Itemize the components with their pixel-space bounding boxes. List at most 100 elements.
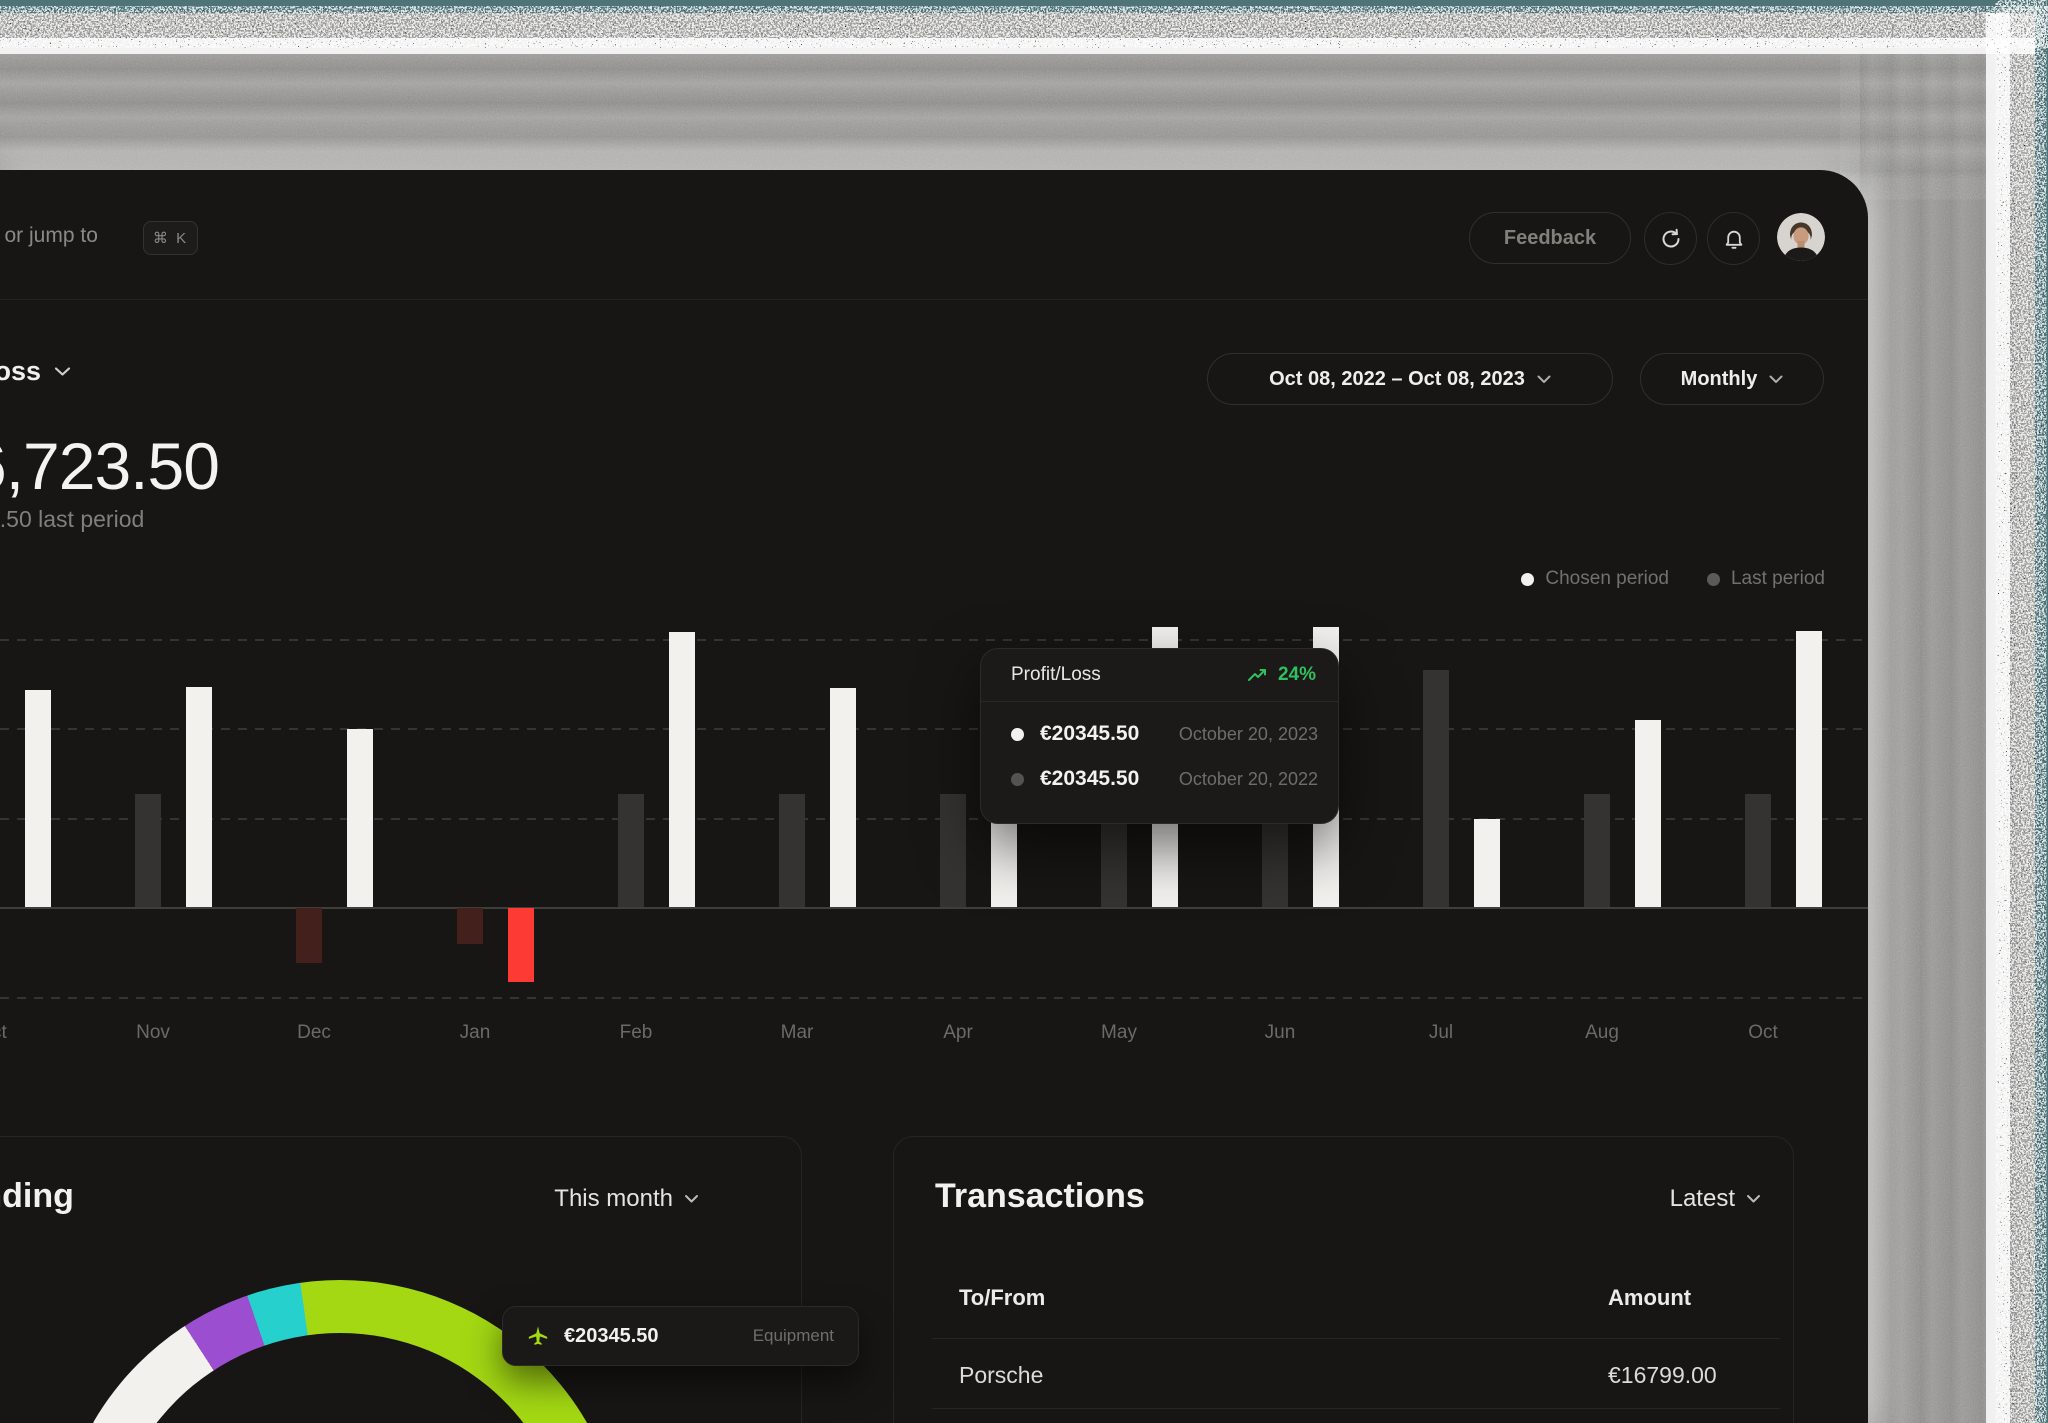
last-period-bar[interactable] xyxy=(296,908,322,963)
chevron-down-icon xyxy=(1746,1194,1761,1204)
chosen-period-bar[interactable] xyxy=(830,688,856,907)
x-axis-label: Apr xyxy=(943,1022,973,1043)
bell-icon xyxy=(1722,227,1746,251)
spending-tooltip: €20345.50 Equipment xyxy=(502,1306,859,1366)
tooltip-rows: €20345.50 October 20, 2023 €20345.50 Octobe… xyxy=(981,702,1338,791)
last-period-bar[interactable] xyxy=(1745,794,1771,907)
tooltip-trend: 24% xyxy=(1247,664,1316,686)
last-period-bar[interactable] xyxy=(1584,794,1610,907)
last-period-total: 8.50 last period xyxy=(0,506,145,532)
gridline xyxy=(0,818,1868,820)
gridline xyxy=(0,728,1868,730)
spending-tooltip-amount: €20345.50 xyxy=(564,1324,659,1347)
last-period-dot xyxy=(1706,572,1720,586)
keyboard-shortcut-badge: ⌘ K xyxy=(143,221,198,255)
chosen-period-bar[interactable] xyxy=(508,908,534,982)
airplane-icon xyxy=(527,1325,549,1347)
chart-tooltip-header: Profit/Loss 24% xyxy=(981,649,1338,702)
transaction-to-from: Porsche xyxy=(959,1362,1044,1388)
tooltip-row: €20345.50 October 20, 2023 xyxy=(1011,722,1318,746)
chosen-period-bar[interactable] xyxy=(1474,819,1500,907)
transactions-title: Transactions xyxy=(935,1177,1145,1215)
last-period-bar[interactable] xyxy=(779,794,805,907)
x-axis-label: Oct xyxy=(1748,1022,1778,1043)
last-period-bar[interactable] xyxy=(940,794,966,907)
tooltip-date: October 20, 2022 xyxy=(1178,768,1318,789)
chosen-period-bar[interactable] xyxy=(669,632,695,907)
chosen-period-bar[interactable] xyxy=(25,690,51,907)
tooltip-title: Profit/Loss xyxy=(1011,664,1101,685)
chevron-down-icon xyxy=(684,1194,699,1204)
table-header-row: To/From Amount xyxy=(959,1285,1763,1311)
trend-percent: 24% xyxy=(1277,664,1316,685)
column-to-from: To/From xyxy=(959,1285,1046,1310)
transaction-row[interactable]: Porsche €16799.00 xyxy=(959,1362,1763,1389)
profit-loss-total: 6,723.50 xyxy=(0,429,220,503)
refresh-icon xyxy=(1659,227,1683,251)
legend-last-period[interactable]: Last period xyxy=(1706,568,1825,590)
chosen-period-bar[interactable] xyxy=(186,687,212,907)
date-range-picker[interactable]: Oct 08, 2022 – Oct 08, 2023 xyxy=(1207,353,1613,405)
notifications-button[interactable] xyxy=(1707,212,1760,265)
chart-tooltip: Profit/Loss 24% €20345.50 October 20, 202… xyxy=(980,648,1339,824)
table-divider xyxy=(932,1338,1780,1339)
topbar-divider xyxy=(0,299,1868,300)
app-panel: Filter or jump to ⌘ K Feedback xyxy=(0,170,1868,1423)
chosen-period-bar[interactable] xyxy=(347,729,373,907)
tooltip-amount: €20345.50 xyxy=(1040,722,1140,745)
chevron-down-icon xyxy=(54,366,71,377)
transaction-amount: €16799.00 xyxy=(1608,1362,1717,1388)
gridline xyxy=(0,639,1868,641)
transactions-card: Transactions Latest To/From Amount Porsc… xyxy=(893,1136,1794,1423)
transactions-filter-dropdown[interactable]: Latest xyxy=(1670,1185,1761,1213)
chosen-period-dot xyxy=(1011,727,1024,741)
last-period-bar[interactable] xyxy=(135,794,161,907)
last-period-bar[interactable] xyxy=(618,794,644,907)
last-period-dot xyxy=(1011,772,1024,786)
x-axis-label: May xyxy=(1101,1022,1137,1043)
last-period-label: Last period xyxy=(1730,568,1825,589)
date-range-label: Oct 08, 2022 – Oct 08, 2023 xyxy=(1269,367,1525,390)
granularity-select[interactable]: Monthly xyxy=(1640,353,1824,405)
spending-title: Spending xyxy=(0,1177,74,1215)
x-axis-label: Jul xyxy=(1428,1022,1454,1043)
profit-loss-dropdown[interactable]: Profit/Loss xyxy=(0,356,71,387)
table-divider xyxy=(932,1408,1780,1409)
x-axis-label: Jan xyxy=(459,1022,491,1043)
chosen-period-bar[interactable] xyxy=(1796,631,1822,907)
granularity-label: Monthly xyxy=(1680,367,1758,390)
x-axis-label: Oct xyxy=(0,1022,7,1043)
avatar-image xyxy=(1777,213,1825,261)
tooltip-row: €20345.50 October 20, 2022 xyxy=(1011,767,1318,791)
feedback-button[interactable]: Feedback xyxy=(1469,212,1631,264)
x-axis-label: Nov xyxy=(136,1022,170,1043)
x-axis-label: Feb xyxy=(619,1022,653,1043)
chosen-period-dot xyxy=(1521,572,1535,586)
spending-filter-label: This month xyxy=(554,1185,673,1212)
chevron-down-icon xyxy=(1537,375,1551,384)
tooltip-amount: €20345.50 xyxy=(1040,767,1140,790)
gridline xyxy=(0,997,1868,999)
tooltip-date: October 20, 2023 xyxy=(1178,723,1318,744)
chosen-period-label: Chosen period xyxy=(1545,568,1669,589)
chart-baseline xyxy=(0,907,1868,909)
x-axis-label: Aug xyxy=(1585,1022,1619,1043)
x-axis-label: Jun xyxy=(1264,1022,1296,1043)
user-avatar[interactable] xyxy=(1777,213,1825,261)
spending-tooltip-category: Equipment xyxy=(752,1326,834,1345)
last-period-bar[interactable] xyxy=(457,908,483,944)
transactions-filter-label: Latest xyxy=(1669,1185,1735,1212)
chart-legend: Chosen period Last period xyxy=(1521,568,1825,590)
legend-chosen-period[interactable]: Chosen period xyxy=(1521,568,1669,590)
profit-loss-bar-chart: Oct Nov Dec Jan Feb Mar Apr May Jun Jul Aug Oct Pro… xyxy=(0,170,1868,1170)
search-input[interactable]: Filter or jump to xyxy=(0,224,98,247)
section-title-label: Profit/Loss xyxy=(0,356,42,386)
column-amount: Amount xyxy=(1608,1285,1692,1310)
trend-up-icon xyxy=(1247,668,1269,682)
chosen-period-bar[interactable] xyxy=(1635,720,1661,907)
refresh-button[interactable] xyxy=(1644,212,1697,265)
x-axis-label: Mar xyxy=(780,1022,814,1043)
last-period-bar[interactable] xyxy=(1423,670,1449,907)
spending-filter-dropdown[interactable]: This month xyxy=(554,1185,699,1213)
